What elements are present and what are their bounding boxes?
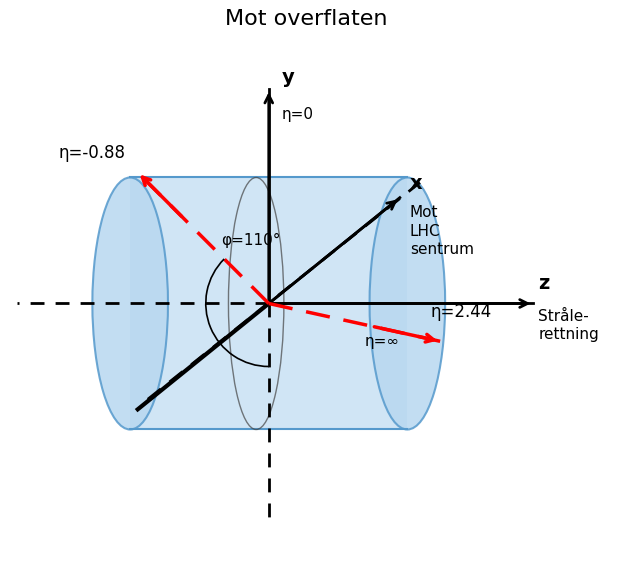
Text: x: x <box>410 173 423 192</box>
Text: z: z <box>538 274 549 293</box>
Text: y: y <box>281 68 294 87</box>
Text: Stråle-
rettning: Stråle- rettning <box>538 309 599 342</box>
Text: Mot overflaten: Mot overflaten <box>226 9 388 29</box>
Polygon shape <box>130 177 407 430</box>
Text: η=∞: η=∞ <box>365 334 400 348</box>
Text: η=-0.88: η=-0.88 <box>58 145 125 162</box>
Ellipse shape <box>370 177 445 430</box>
Text: Mot
LHC
sentrum: Mot LHC sentrum <box>410 205 474 257</box>
Text: φ=110°: φ=110° <box>221 233 281 248</box>
Ellipse shape <box>92 177 168 430</box>
Text: η=2.44: η=2.44 <box>430 303 491 321</box>
Text: η=0: η=0 <box>281 107 313 122</box>
